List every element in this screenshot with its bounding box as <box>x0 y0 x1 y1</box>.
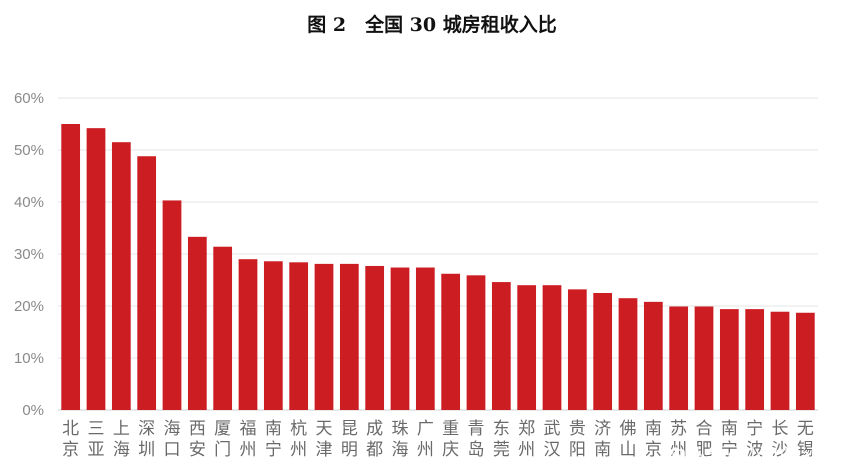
x-tick-label: 宁波 <box>746 419 763 460</box>
watermark-text: 头条 @小租户lab <box>688 446 821 466</box>
bar <box>339 263 359 410</box>
y-tick-label: 10% <box>14 350 44 367</box>
x-tick-label: 合肥 <box>696 419 713 460</box>
bar <box>593 293 613 410</box>
bar <box>86 128 106 410</box>
chart-title: 图 2 全国 30 城房租收入比 <box>307 13 557 36</box>
bar <box>111 142 131 410</box>
x-tick-label: 无锡 <box>797 419 814 460</box>
x-tick-label: 贵阳 <box>569 419 586 460</box>
x-tick-label: 北京 <box>62 419 79 460</box>
bar <box>567 289 587 410</box>
bar <box>238 259 258 410</box>
bar <box>669 306 689 410</box>
y-tick-label: 30% <box>14 246 44 263</box>
x-tick-label: 深圳 <box>138 419 155 460</box>
bar <box>415 267 435 410</box>
bar <box>365 265 385 410</box>
x-tick-label: 东莞 <box>493 419 510 460</box>
bars <box>61 124 815 410</box>
x-tick-label: 武汉 <box>544 419 561 460</box>
y-tick-label: 20% <box>14 298 44 315</box>
bar <box>61 124 81 410</box>
bar <box>618 298 638 410</box>
y-tick-label: 0% <box>22 402 44 419</box>
y-tick-label: 50% <box>14 142 44 159</box>
x-tick-label: 厦门 <box>214 419 231 460</box>
bar <box>314 263 334 410</box>
y-axis-ticks: 0% 10% 20% 30% 40% 50% 60% <box>14 90 44 419</box>
x-tick-label: 西安 <box>189 419 206 460</box>
camera-icon <box>667 447 685 462</box>
bar <box>187 236 207 410</box>
x-tick-label: 重庆 <box>442 419 459 460</box>
x-tick-label: 长沙 <box>772 419 789 460</box>
bar <box>770 311 790 410</box>
x-tick-label: 福州 <box>240 419 257 460</box>
bar <box>263 261 283 410</box>
bar <box>694 306 714 410</box>
x-tick-label: 南宁 <box>265 419 282 460</box>
x-tick-label: 海口 <box>164 419 181 460</box>
x-tick-label: 上海 <box>113 419 130 460</box>
bar <box>466 275 486 410</box>
bar <box>213 246 233 410</box>
bar <box>643 301 663 410</box>
bar <box>491 282 511 410</box>
x-tick-label: 杭州 <box>290 419 307 460</box>
y-tick-label: 60% <box>14 90 44 107</box>
x-tick-label: 佛山 <box>620 419 637 460</box>
watermark: 头条 @小租户lab <box>667 446 821 466</box>
bar <box>162 200 182 410</box>
x-tick-label: 青岛 <box>468 419 485 460</box>
x-tick-label: 珠海 <box>392 419 409 460</box>
x-tick-label: 成都 <box>366 419 383 460</box>
x-tick-label: 济南 <box>594 419 611 460</box>
x-tick-label: 南京 <box>645 419 662 460</box>
bar <box>542 285 562 410</box>
bar <box>289 262 309 410</box>
x-axis-ticks: 北京三亚上海深圳海口西安厦门福州南宁杭州天津昆明成都珠海广州重庆青岛东莞郑州武汉… <box>62 419 814 460</box>
x-tick-label: 天津 <box>316 419 333 460</box>
gridlines <box>58 97 818 411</box>
bar <box>137 156 157 410</box>
bar <box>390 267 410 410</box>
bar <box>441 273 461 410</box>
y-tick-label: 40% <box>14 194 44 211</box>
bar <box>795 312 815 410</box>
bar <box>517 285 537 410</box>
x-tick-label: 郑州 <box>518 419 535 460</box>
x-tick-label: 三亚 <box>88 419 105 460</box>
bar <box>719 309 739 410</box>
bar <box>745 309 765 410</box>
x-tick-label: 昆明 <box>341 419 358 460</box>
x-tick-label: 南宁 <box>721 419 738 460</box>
x-tick-label: 广州 <box>417 419 434 460</box>
